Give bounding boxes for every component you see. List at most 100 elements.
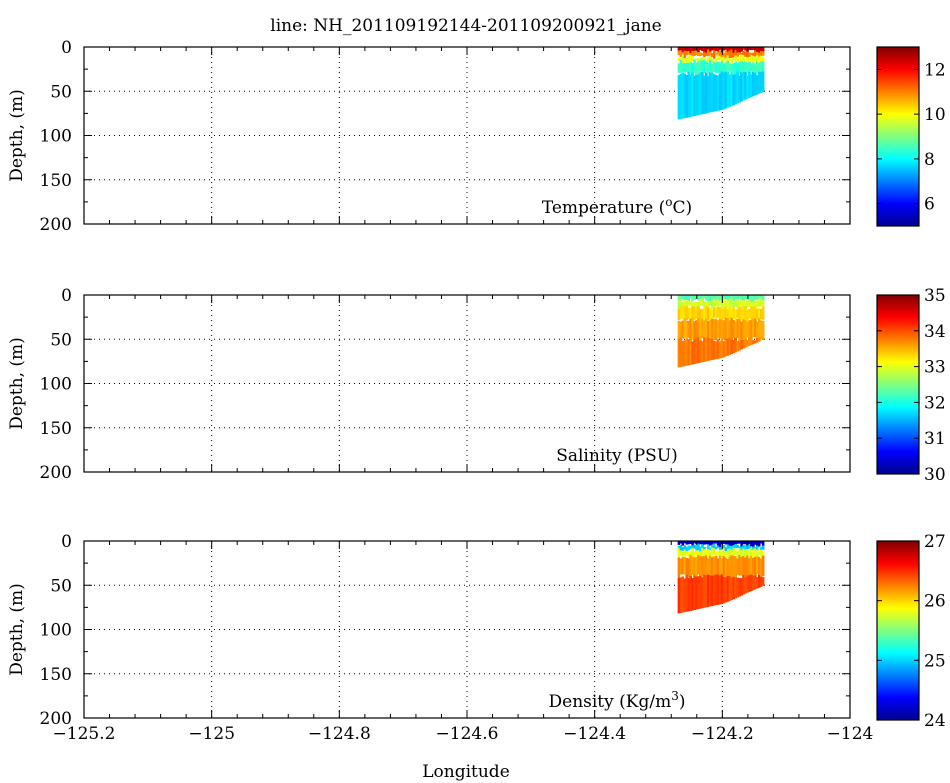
data-cell [707, 320, 710, 341]
data-cell [736, 58, 739, 61]
data-cell [699, 47, 702, 51]
data-cell [703, 295, 706, 299]
data-cell [697, 302, 700, 310]
y-axis-label: Depth, (m) [7, 583, 27, 676]
data-cell [742, 541, 745, 545]
data-cell [757, 318, 761, 339]
data-cell [710, 298, 714, 309]
data-cell [722, 72, 726, 110]
data-cell [718, 575, 722, 605]
x-tick-label: −124.2 [691, 724, 754, 744]
data-cell [710, 58, 714, 63]
data-cell [712, 341, 716, 360]
data-cell [691, 63, 694, 73]
data-cell [722, 47, 726, 51]
data-cell [730, 555, 734, 579]
section-data-2 [677, 295, 765, 368]
data-cell [712, 319, 716, 341]
data-cell [677, 338, 681, 368]
data-cell [750, 320, 753, 341]
data-cell [724, 547, 728, 552]
data-cell [712, 556, 716, 576]
data-cell [687, 577, 691, 612]
data-cell [744, 47, 747, 51]
data-cell [752, 318, 755, 338]
data-cell [752, 301, 755, 309]
data-cell [697, 551, 700, 557]
data-cell [697, 543, 700, 551]
x-tick-label: −125 [188, 724, 235, 744]
data-cell [732, 63, 736, 75]
data-cell [703, 51, 706, 58]
data-cell [748, 575, 751, 592]
data-cell [712, 295, 716, 302]
data-cell [677, 295, 681, 301]
data-cell [755, 55, 759, 63]
data-cell [734, 337, 738, 353]
data-cell [755, 321, 759, 341]
data-cell [746, 339, 749, 347]
data-cell [748, 52, 751, 57]
data-cell [728, 50, 732, 58]
data-cell [744, 338, 747, 348]
data-cell [701, 298, 704, 306]
data-cell [716, 300, 720, 309]
data-cell [750, 301, 753, 307]
data-cell [744, 51, 747, 57]
data-cell [689, 339, 692, 365]
data-cell [693, 295, 696, 301]
data-cell [754, 556, 757, 576]
data-cell [691, 71, 694, 117]
data-cell [689, 318, 692, 341]
data-cell [744, 549, 747, 558]
data-cell [710, 338, 714, 360]
data-cell [691, 317, 694, 341]
data-cell [681, 72, 685, 119]
data-cell [691, 556, 694, 576]
data-cell [761, 541, 765, 548]
data-cell [687, 320, 691, 338]
y-tick-label: 0 [61, 38, 72, 58]
data-cell [754, 318, 757, 338]
data-cell [744, 541, 747, 545]
x-tick-label: −124.6 [436, 724, 499, 744]
data-cell [761, 545, 765, 550]
data-cell [742, 556, 745, 578]
data-cell [679, 558, 683, 575]
data-cell [710, 575, 714, 606]
data-cell [701, 556, 704, 577]
colorbar-tick-label: 10 [924, 105, 946, 125]
data-cell [677, 47, 681, 53]
data-cell [707, 558, 710, 579]
data-cell [679, 47, 683, 51]
data-cell [716, 545, 720, 548]
data-cell [697, 61, 700, 76]
data-cell [693, 541, 696, 544]
data-cell [707, 301, 710, 310]
data-cell [689, 541, 692, 544]
data-cell [705, 555, 708, 578]
data-cell [744, 576, 747, 594]
data-cell [701, 340, 704, 363]
data-cell [752, 62, 755, 76]
figure-title: line: NH_201109192144-201109200921_jane [270, 16, 661, 36]
x-axis-label: Longitude [422, 762, 510, 782]
data-cell [738, 75, 741, 103]
data-cell [695, 306, 698, 319]
data-cell [754, 306, 757, 321]
data-cell [728, 548, 732, 557]
data-cell [742, 295, 745, 301]
data-cell [703, 59, 706, 74]
data-cell [738, 578, 741, 597]
data-cell [710, 547, 714, 558]
data-cell [677, 541, 681, 545]
data-cell [683, 63, 687, 73]
data-cell [722, 295, 726, 300]
data-cell [757, 71, 761, 94]
data-cell [697, 337, 700, 364]
y-tick-label: 150 [40, 665, 72, 685]
data-cell [685, 74, 689, 118]
data-cell [703, 555, 706, 577]
data-cell [748, 61, 751, 75]
y-tick-label: 200 [40, 463, 72, 483]
